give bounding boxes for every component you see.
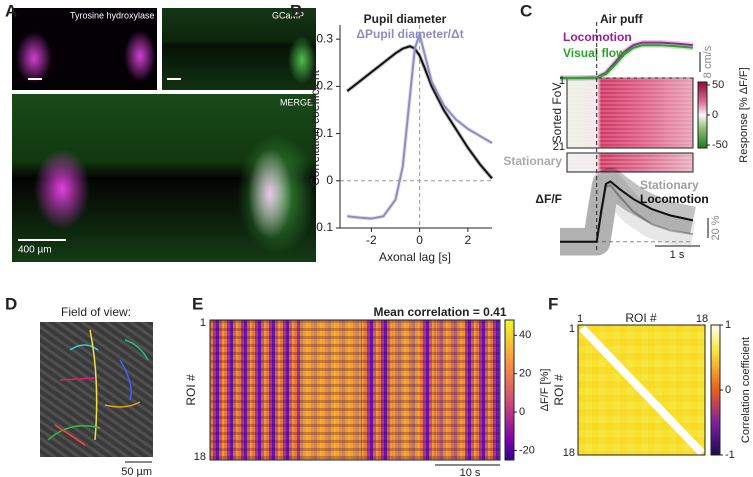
- index-label: 18: [563, 447, 575, 459]
- colorbar-tick-label: 0: [519, 406, 525, 418]
- panel-label: B: [290, 1, 302, 20]
- colorbar-tick-label: -1: [725, 449, 735, 461]
- stationary-frame: [566, 152, 694, 173]
- legend-label: Visual flow: [563, 46, 626, 60]
- heatmap-ylabel: Sorted FoV: [550, 83, 564, 144]
- th-image: [12, 8, 157, 90]
- panel-label: C: [520, 1, 532, 20]
- y-tick-label: 0.2: [316, 79, 333, 93]
- colorbar-tick-label: 40: [519, 329, 531, 341]
- colorbar-tick-label: -20: [519, 444, 535, 456]
- colorbar-tick-label: 50: [712, 79, 724, 91]
- d-title: Field of view:: [61, 305, 131, 319]
- line: [346, 45, 493, 180]
- x-axis-label: Axonal lag [s]: [379, 250, 451, 264]
- index-label: 1: [577, 313, 583, 325]
- scalebar-label: 8 cm/s: [702, 45, 714, 78]
- c-heatmap: [567, 78, 693, 148]
- colorbar: [710, 324, 721, 456]
- fov-rois: [47, 329, 149, 446]
- gcamp-image: [162, 8, 316, 90]
- x-tick-label: -2: [366, 233, 377, 247]
- merge-image: [12, 94, 316, 262]
- y-axis-label: ROI #: [552, 374, 566, 406]
- panel-label: E: [192, 294, 203, 313]
- y-tick-label: -0.1: [312, 220, 333, 234]
- y-axis-label: Correlation coefficient: [308, 69, 322, 186]
- index-label: 1: [200, 317, 206, 329]
- scalebar-label: 10 s: [460, 467, 481, 477]
- panel-label: F: [548, 294, 558, 313]
- colorbar-tick-label: -50: [712, 139, 728, 151]
- heatmap-frame: [566, 77, 694, 149]
- scalebar-label: 20 %: [710, 215, 722, 240]
- chart-title: Pupil diameter: [364, 12, 447, 26]
- e-title: Mean correlation = 0.41: [373, 305, 506, 319]
- panel-label: D: [5, 294, 17, 313]
- colorbar-tick-label: 1: [725, 319, 731, 331]
- image-label: MERGE: [280, 97, 313, 107]
- y-axis-label: ROI #: [184, 374, 198, 406]
- colorbar-label: Response [% ΔF/F]: [738, 67, 750, 162]
- diagonal: [579, 325, 705, 456]
- y-tick-label: 0.1: [316, 126, 333, 140]
- c-stationary-heatmap: [567, 153, 693, 172]
- y-axis-label: ΔF/F: [535, 192, 562, 206]
- scalebar-label: 50 µm: [121, 466, 152, 477]
- image-label: GCaMP: [272, 10, 304, 20]
- y-tick-label: 0.3: [316, 31, 333, 45]
- colorbar-tick-label: 0: [712, 109, 718, 121]
- x-axis-label: ROI #: [625, 311, 657, 325]
- f-frame: [577, 324, 706, 456]
- x-tick-label: 0: [416, 233, 423, 247]
- e-heatmap: [210, 320, 500, 460]
- panel-label: A: [5, 1, 17, 20]
- image-label: Tyrosine hydroxylase: [70, 10, 155, 20]
- chart-subtitle: ΔPupil diameter/Δt: [356, 27, 463, 41]
- legend-label: Locomotion: [563, 30, 632, 44]
- index-label: 18: [194, 451, 206, 463]
- legend-label: Stationary: [640, 178, 699, 192]
- line: [560, 180, 694, 243]
- index-label: 21: [553, 141, 565, 153]
- c-title: Air puff: [600, 12, 644, 26]
- index-label: 1: [559, 75, 565, 87]
- colorbar-label: Correlation coefficient: [740, 337, 752, 443]
- legend-label: Locomotion: [640, 192, 709, 206]
- colorbar: [504, 319, 515, 461]
- scalebar-label: 1 s: [670, 249, 685, 261]
- colorbar-tick-label: 20: [519, 368, 531, 380]
- stationary-label: Stationary: [503, 154, 562, 168]
- index-label: 18: [696, 313, 708, 325]
- line: [347, 30, 493, 220]
- colorbar-tick-label: 0: [725, 384, 731, 396]
- colorbar: [697, 81, 708, 149]
- index-label: 1: [569, 323, 575, 335]
- colorbar-label: ΔF/F [%]: [539, 369, 551, 412]
- scalebar-label: 400 µm: [18, 245, 52, 256]
- line: [560, 44, 694, 79]
- x-tick-label: 2: [465, 233, 472, 247]
- e-frame: [209, 319, 501, 461]
- y-tick-label: 0: [326, 173, 333, 187]
